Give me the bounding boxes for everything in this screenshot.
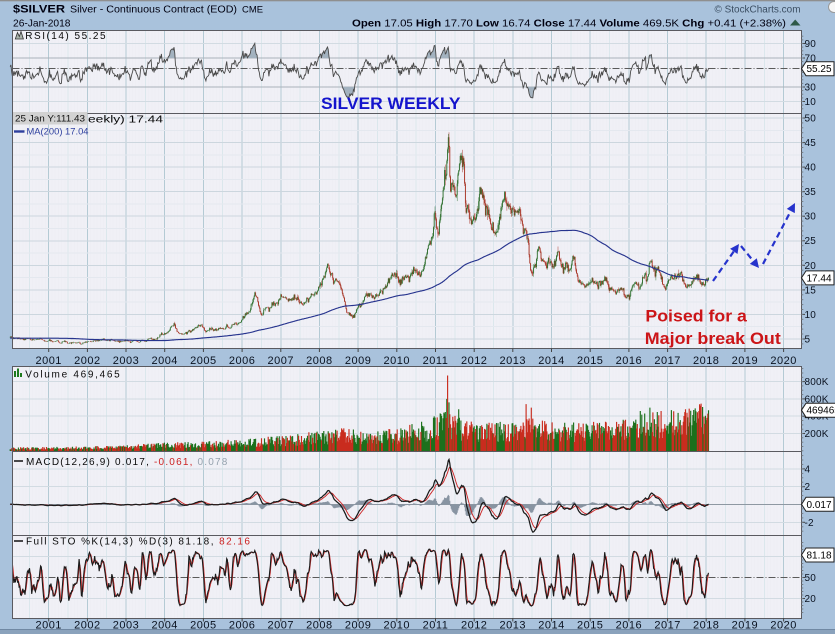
svg-text:Major break Out: Major break Out xyxy=(645,329,781,348)
svg-text:26-Jan-2018: 26-Jan-2018 xyxy=(13,18,71,30)
svg-text:2018: 2018 xyxy=(693,355,719,367)
svg-text:2018: 2018 xyxy=(693,620,719,632)
svg-text:55.25: 55.25 xyxy=(807,64,832,75)
svg-text:2014: 2014 xyxy=(538,620,564,632)
svg-text:$SILVER: $SILVER xyxy=(13,4,65,16)
svg-text:SILVER WEEKLY: SILVER WEEKLY xyxy=(321,95,461,113)
svg-text:RSI(14) 55.25: RSI(14) 55.25 xyxy=(25,31,107,42)
svg-text:CME: CME xyxy=(242,4,263,14)
svg-text:2005: 2005 xyxy=(190,355,216,367)
svg-text:2008: 2008 xyxy=(306,355,332,367)
svg-text:2003: 2003 xyxy=(113,355,139,367)
svg-text:Silver - Continuous Contract (: Silver - Continuous Contract (EOD) xyxy=(70,4,237,16)
svg-text:25: 25 xyxy=(805,236,817,247)
svg-text:2019: 2019 xyxy=(732,620,758,632)
svg-text:2005: 2005 xyxy=(190,620,216,632)
svg-text:20: 20 xyxy=(805,594,817,605)
svg-text:eekly) 17.44: eekly) 17.44 xyxy=(88,113,163,125)
svg-text:2001: 2001 xyxy=(35,355,61,367)
svg-text:2013: 2013 xyxy=(500,620,526,632)
svg-text:2009: 2009 xyxy=(345,620,371,632)
svg-text:2020: 2020 xyxy=(770,620,796,632)
svg-text:0.017: 0.017 xyxy=(807,500,832,511)
svg-text:2015: 2015 xyxy=(577,355,603,367)
svg-text:2016: 2016 xyxy=(616,355,642,367)
svg-text:45: 45 xyxy=(805,138,817,149)
svg-text:Volume 469,465: Volume 469,465 xyxy=(25,369,121,380)
svg-text:50: 50 xyxy=(805,573,817,584)
svg-text:4: 4 xyxy=(805,464,811,475)
svg-text:Poised for a: Poised for a xyxy=(645,307,747,326)
svg-text:2011: 2011 xyxy=(423,355,449,367)
svg-text:Full STO %K(14,3) %D(3) 81.18,: Full STO %K(14,3) %D(3) 81.18, 82.16 xyxy=(26,537,251,548)
svg-text:2015: 2015 xyxy=(577,620,603,632)
svg-text:40: 40 xyxy=(805,163,817,174)
svg-text:81.18: 81.18 xyxy=(807,551,832,562)
svg-text:90: 90 xyxy=(805,39,817,50)
svg-text:2007: 2007 xyxy=(268,355,294,367)
svg-text:17.44: 17.44 xyxy=(807,273,832,284)
svg-text:2002: 2002 xyxy=(74,355,100,367)
svg-text:2009: 2009 xyxy=(345,355,371,367)
svg-text:30: 30 xyxy=(805,212,817,223)
svg-text:600K: 600K xyxy=(805,394,829,405)
svg-text:2017: 2017 xyxy=(654,620,680,632)
svg-text:2014: 2014 xyxy=(538,355,564,367)
svg-text:MA(200) 17.04: MA(200) 17.04 xyxy=(27,127,89,138)
svg-text:2012: 2012 xyxy=(461,620,487,632)
svg-text:800K: 800K xyxy=(805,377,829,388)
svg-text:2007: 2007 xyxy=(268,620,294,632)
svg-text:30: 30 xyxy=(805,83,817,94)
svg-text:2013: 2013 xyxy=(500,355,526,367)
svg-text:2019: 2019 xyxy=(732,355,758,367)
svg-text:10: 10 xyxy=(805,310,817,321)
svg-text:2008: 2008 xyxy=(306,620,332,632)
svg-text:20: 20 xyxy=(805,261,817,272)
svg-text:-2: -2 xyxy=(805,518,815,529)
svg-text:MACD(12,26,9) 0.017, -0.061, 0: MACD(12,26,9) 0.017, -0.061, 0.078 xyxy=(26,457,229,468)
svg-text:35: 35 xyxy=(805,187,817,198)
svg-text:2011: 2011 xyxy=(423,620,449,632)
svg-text:2020: 2020 xyxy=(770,355,796,367)
svg-text:5: 5 xyxy=(805,335,811,346)
svg-text:2003: 2003 xyxy=(113,620,139,632)
svg-text:2004: 2004 xyxy=(151,620,177,632)
svg-text:2016: 2016 xyxy=(616,620,642,632)
svg-text:10: 10 xyxy=(805,97,817,108)
svg-text:Open 17.05 High 17.70 Low 16.7: Open 17.05 High 17.70 Low 16.74 Close 17… xyxy=(352,18,786,30)
svg-text:2010: 2010 xyxy=(384,355,410,367)
svg-text:2012: 2012 xyxy=(461,355,487,367)
svg-text:15: 15 xyxy=(805,285,817,296)
svg-text:2: 2 xyxy=(805,482,811,493)
svg-text:2006: 2006 xyxy=(229,355,255,367)
svg-text:2001: 2001 xyxy=(35,620,61,632)
svg-text:469465: 469465 xyxy=(807,406,835,417)
svg-text:© StockCharts.com: © StockCharts.com xyxy=(715,4,801,15)
svg-text:50: 50 xyxy=(805,114,817,125)
svg-text:2004: 2004 xyxy=(151,355,177,367)
svg-text:2002: 2002 xyxy=(74,620,100,632)
svg-text:2010: 2010 xyxy=(384,620,410,632)
svg-text:2017: 2017 xyxy=(654,355,680,367)
svg-text:70: 70 xyxy=(805,54,817,65)
svg-text:200K: 200K xyxy=(805,429,829,440)
svg-text:2006: 2006 xyxy=(229,620,255,632)
svg-text:25 Jan Y:111.43: 25 Jan Y:111.43 xyxy=(15,114,85,125)
